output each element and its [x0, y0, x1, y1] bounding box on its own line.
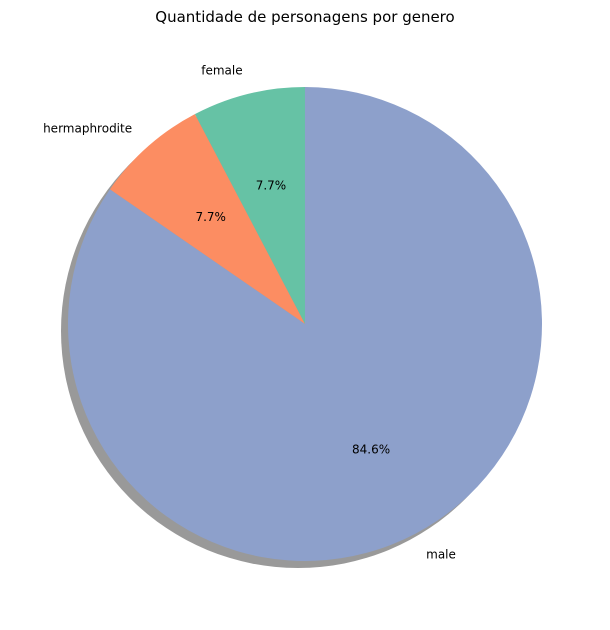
pie-slice-male — [68, 87, 543, 561]
pie-slice-hermaphrodite — [109, 114, 306, 325]
pie-slices — [68, 87, 543, 561]
slice-label-male: male — [426, 547, 456, 561]
slice-percent-male: 84.6% — [352, 442, 390, 456]
slice-percent-female: 7.7% — [256, 178, 287, 192]
pie-labels: female 7.7% hermaphrodite 7.7% male 84.6% — [43, 63, 456, 561]
pie-slice-female — [194, 87, 305, 324]
slice-percent-hermaphrodite: 7.7% — [195, 210, 226, 224]
slice-label-female: female — [201, 63, 242, 77]
slice-label-hermaphrodite: hermaphrodite — [43, 121, 132, 135]
chart-title: Quantidade de personagens por genero — [155, 8, 454, 26]
